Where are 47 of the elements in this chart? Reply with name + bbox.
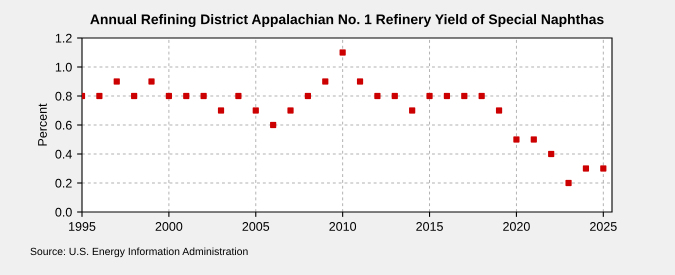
point [513, 136, 520, 143]
x-tick-label: 2020 [503, 222, 530, 231]
point [304, 92, 311, 100]
point [235, 92, 242, 100]
point [582, 165, 590, 172]
point [287, 107, 294, 114]
point [200, 92, 207, 100]
x-tick-label: 2005 [242, 222, 270, 231]
point [409, 107, 416, 114]
point [270, 122, 276, 128]
point [356, 78, 364, 85]
x-tick-label: 2000 [156, 222, 182, 231]
y-axis-title: Percent [38, 104, 47, 146]
point [444, 92, 450, 100]
point [322, 78, 328, 85]
point [374, 92, 381, 100]
point [148, 78, 155, 85]
point [340, 49, 346, 56]
point [600, 165, 606, 172]
y-tick-label: 0.6 [55, 120, 72, 130]
point [478, 92, 485, 100]
x-tick-label: 2010 [329, 222, 356, 231]
point [461, 92, 468, 100]
point [252, 107, 259, 114]
source-note: Source: U.S. Energy Information Administration [30, 247, 248, 258]
point [530, 136, 537, 143]
chart-title: Annual Refining District Appalachian No. 1 Refinery Yield of Special Naphthas [90, 14, 604, 28]
point [218, 107, 224, 114]
y-tick-label: 0.2 [55, 178, 72, 188]
point [166, 92, 172, 100]
y-tick-label: 0.0 [55, 208, 72, 217]
x-tick-label: 1995 [69, 222, 96, 231]
point [496, 107, 502, 114]
y-tick-label: 1.2 [56, 34, 72, 43]
y-tick-label: 0.8 [55, 92, 72, 101]
point [565, 180, 572, 186]
point [114, 78, 120, 85]
y-tick-label: 1.0 [56, 62, 72, 72]
point [183, 92, 190, 100]
point [548, 150, 554, 158]
x-tick-label: 2015 [416, 222, 443, 231]
point [426, 92, 433, 100]
point [131, 92, 138, 100]
y-tick-label: 0.4 [55, 150, 72, 159]
point [96, 92, 102, 100]
x-tick-label: 2025 [590, 222, 617, 231]
point [392, 92, 398, 100]
